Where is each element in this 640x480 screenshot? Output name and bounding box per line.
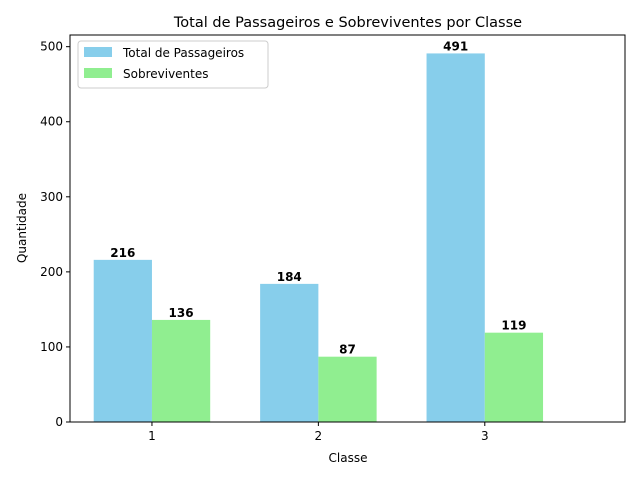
bar-sobreviventes-classe-3 xyxy=(484,332,544,422)
bar-total-classe-1 xyxy=(93,259,152,422)
value-label-sobreviventes-classe-3: 119 xyxy=(501,319,526,333)
y-tick-label-200: 200 xyxy=(40,265,63,279)
y-axis-label: Quantidade xyxy=(15,193,29,263)
y-tick-label-400: 400 xyxy=(40,115,63,129)
bars-group xyxy=(93,53,544,423)
legend-swatch-sobreviventes xyxy=(84,68,112,78)
x-axis: 1 2 3 xyxy=(148,422,489,443)
bar-total-classe-3 xyxy=(426,53,485,423)
x-axis-label: Classe xyxy=(329,451,368,465)
y-tick-label-300: 300 xyxy=(40,190,63,204)
y-tick-label-0: 0 xyxy=(55,415,63,429)
y-tick-label-100: 100 xyxy=(40,340,63,354)
value-label-sobreviventes-classe-1: 136 xyxy=(169,306,194,320)
value-label-total-classe-1: 216 xyxy=(110,246,135,260)
x-tick-label-3: 3 xyxy=(481,429,489,443)
x-tick-label-1: 1 xyxy=(148,429,156,443)
legend-label-sobreviventes: Sobreviventes xyxy=(123,67,209,81)
chart-title: Total de Passageiros e Sobreviventes por… xyxy=(173,15,522,31)
y-axis: 0 100 200 300 400 500 xyxy=(40,40,70,429)
legend-swatch-total xyxy=(84,47,112,57)
value-label-total-classe-3: 491 xyxy=(443,39,468,53)
legend: Total de Passageiros Sobreviventes xyxy=(77,40,269,89)
bar-sobreviventes-classe-2 xyxy=(318,356,377,422)
value-labels-group: 216 184 491 136 87 119 xyxy=(110,39,526,356)
bar-total-classe-2 xyxy=(260,283,319,422)
value-label-sobreviventes-classe-2: 87 xyxy=(339,343,356,357)
legend-box xyxy=(77,40,269,89)
bar-sobreviventes-classe-1 xyxy=(151,319,211,422)
x-tick-label-2: 2 xyxy=(315,429,323,443)
legend-label-total: Total de Passageiros xyxy=(122,46,244,60)
value-label-total-classe-2: 184 xyxy=(277,270,302,284)
y-tick-label-500: 500 xyxy=(40,40,63,54)
plot-area-frame xyxy=(69,34,626,423)
